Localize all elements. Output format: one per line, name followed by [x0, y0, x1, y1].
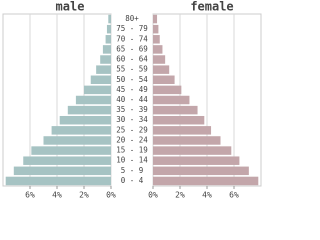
bar	[153, 176, 259, 186]
bar	[90, 75, 111, 85]
x-tick-label: 6%	[229, 191, 239, 200]
age-label: 15 - 19	[116, 146, 148, 155]
panel-title: male	[56, 0, 85, 14]
bar	[108, 14, 111, 24]
age-label: 10 - 14	[116, 156, 148, 165]
age-label: 70 - 74	[116, 34, 148, 43]
bar	[153, 115, 205, 125]
panel-title: female	[190, 0, 233, 14]
bar	[153, 14, 158, 24]
bar	[153, 24, 159, 34]
bar	[51, 126, 111, 135]
bar	[75, 95, 111, 105]
bar	[153, 105, 198, 115]
bar	[153, 45, 163, 54]
bar	[153, 85, 182, 95]
age-label: 50 - 54	[116, 75, 148, 84]
x-tick-label: 2%	[175, 191, 185, 200]
age-label: 45 - 49	[116, 85, 148, 94]
bar	[153, 126, 212, 135]
bar	[59, 115, 111, 125]
age-label: 80+	[125, 14, 139, 23]
bar	[5, 176, 112, 186]
bar	[23, 156, 111, 165]
bar	[153, 95, 190, 105]
bar	[31, 146, 112, 155]
bar	[105, 35, 111, 44]
bar	[153, 146, 232, 155]
bar	[153, 75, 175, 85]
age-label: 25 - 29	[116, 125, 148, 134]
x-tick-label: 0%	[106, 191, 116, 200]
age-label: 60 - 64	[116, 55, 148, 64]
bar	[96, 65, 111, 74]
bar	[153, 65, 170, 74]
bar	[67, 105, 111, 115]
bar	[84, 85, 111, 95]
bar	[100, 55, 111, 64]
bar	[153, 55, 166, 64]
bar	[102, 45, 111, 54]
age-label: 40 - 44	[116, 95, 148, 104]
bar	[153, 156, 240, 165]
bar	[43, 136, 111, 145]
age-label: 0 - 4	[121, 176, 144, 185]
x-tick-label: 6%	[25, 191, 35, 200]
x-tick-label: 0%	[148, 191, 158, 200]
age-label: 65 - 69	[116, 44, 148, 53]
chart: male 0% 2% 4% 6% female 0% 2% 4% 6% 0 - 45 - 910 -…	[2, 0, 262, 200]
age-label: 35 - 39	[116, 105, 148, 114]
age-label: 55 - 59	[116, 65, 148, 74]
bar	[153, 166, 249, 176]
age-label: 75 - 79	[116, 24, 148, 33]
x-tick-label: 4%	[202, 191, 212, 200]
age-label: 20 - 24	[116, 135, 148, 144]
age-label: 30 - 34	[116, 115, 148, 124]
bar	[153, 35, 160, 44]
bar	[13, 166, 111, 176]
x-tick-label: 4%	[52, 191, 62, 200]
bar	[153, 136, 221, 145]
age-label: 5 - 9	[121, 166, 144, 175]
x-tick-label: 2%	[79, 191, 89, 200]
bar	[106, 24, 111, 34]
